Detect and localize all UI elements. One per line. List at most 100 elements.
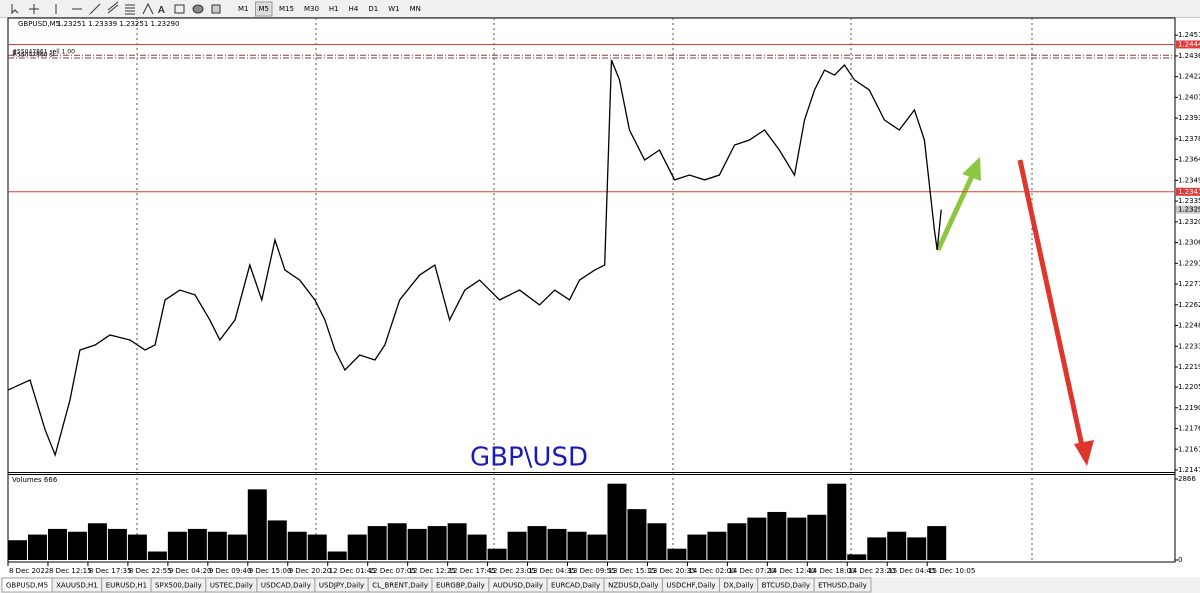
y-tick-label: 1.23785 [1178,135,1200,143]
timeframe-button[interactable]: H1 [329,5,339,13]
tab-label[interactable]: AUDUSD,Daily [493,582,543,590]
level-label: 1.23290 [1178,206,1200,214]
fibo-icon[interactable] [125,4,135,15]
pitchfork-icon[interactable] [142,2,154,15]
x-tick-label: 14 Dec 07:20 [728,567,775,575]
x-tick-label: 13 Dec 15:15 [608,567,655,575]
volume-bar [587,534,607,560]
timeframe-button[interactable]: M1 [238,5,249,13]
volume-bar [387,523,407,560]
volume-bar [287,531,307,560]
green-arrow [935,174,975,252]
timeframe-button[interactable]: W1 [388,5,399,13]
y-tick-label: 1.22050 [1178,383,1200,391]
toolbar [0,0,1200,18]
timeframe-button[interactable]: M30 [304,5,319,13]
timeframe-button[interactable]: D1 [368,5,378,13]
y-tick-label: 1.22190 [1178,363,1200,371]
y-tick-label: 1.23060 [1178,239,1200,247]
volume-bar [8,540,27,560]
channel-icon[interactable] [107,1,119,14]
order-label: #55047861 sell 1.00 [12,49,75,56]
timeframe-button[interactable]: M15 [279,5,294,13]
text-icon[interactable]: A [158,5,165,16]
y-tick-label: 1.22480 [1178,322,1200,330]
volume-bar [407,528,427,560]
x-tick-label: 14 Dec 23:20 [848,567,895,575]
timeframe-button[interactable]: H4 [349,5,359,13]
shapes-icon[interactable] [211,4,221,14]
volume-bar [447,523,467,560]
volume-bar [767,511,787,560]
tab-label[interactable]: EURGBP,Daily [436,582,485,590]
timeframe-active [255,1,273,17]
level-box [1176,205,1200,214]
volume-bar [567,531,587,560]
y-tick-label: 1.21615 [1178,445,1200,453]
green-arrowhead [962,157,981,181]
y-tick-label: 1.22335 [1178,342,1200,350]
volume-bar [847,554,867,560]
y-tick-label: 1.22915 [1178,259,1200,267]
tab-label[interactable]: CL_BRENT,Daily [372,582,428,590]
tab-label[interactable]: DX,Daily [724,582,754,590]
volume-bar [627,509,647,560]
crosshair-icon[interactable] [29,4,39,14]
volume-bar [167,531,187,560]
volume-bar [67,531,87,560]
timeframe-button[interactable]: MN [410,5,421,13]
volume-bar [547,528,567,560]
trendline-icon[interactable] [89,3,101,15]
tab-label[interactable]: USDCAD,Daily [261,582,311,590]
volume-bar [347,534,367,560]
y-tick-label: 1.21470 [1178,466,1200,474]
volume-bar [107,528,127,560]
tab[interactable] [813,577,872,593]
volume-bar [47,528,67,560]
x-tick-label: 14 Dec 12:40 [768,567,815,575]
x-tick-label: 9 Dec 20:20 [289,567,332,575]
ellipse-icon[interactable] [192,4,204,14]
tab-label[interactable]: EURCAD,Daily [551,582,600,590]
tab-label[interactable]: ETHUSD,Daily [818,582,867,590]
volume-bar [787,517,807,560]
chart-frame [7,17,1176,563]
x-tick-label: 13 Dec 09:55 [569,567,616,575]
level-label: 1.23415 [1178,188,1200,196]
tab-label[interactable]: GBPUSD,M5 [6,582,48,590]
volume-tick-label: 0 [1178,556,1182,564]
tab-label[interactable]: SPX500,Daily [155,582,202,590]
tab-label[interactable]: USTEC,Daily [210,582,253,590]
chart-title: GBPUSD,M5 [18,20,60,28]
y-tick-label: 1.24510 [1178,31,1200,39]
tab-label[interactable]: EURUSD,H1 [106,582,147,590]
volume-bar [647,523,667,560]
volume-bar [307,534,327,560]
tab-label[interactable]: NZDUSD,Daily [608,582,658,590]
tab-label[interactable]: USDCHF,Daily [666,582,715,590]
tab-label[interactable]: USDJPY,Daily [319,582,364,590]
volume-label: Volumes 666 [12,476,58,484]
price-line [7,59,942,458]
volume-bar [367,526,387,560]
x-tick-label: 12 Dec 07:05 [369,567,416,575]
ohlc: 1.23251 1.23339 1.23251 1.23290 [57,20,179,28]
tab-label[interactable]: BTCUSD,Daily [762,582,810,590]
rect-icon[interactable] [174,4,185,14]
red-arrowhead [1074,440,1094,466]
x-tick-label: 12 Dec 01:45 [329,567,376,575]
volume-bar [87,523,107,560]
y-tick-label: 1.24220 [1178,73,1200,81]
volume-bar [227,534,247,560]
tab-label[interactable]: XAUUSD,H1 [56,582,98,590]
volume-bar [827,483,847,560]
volume-bar [867,537,887,560]
volume-bar [187,528,207,560]
y-tick-label: 1.23930 [1178,114,1200,122]
x-tick-label: 13 Dec 20:35 [648,567,695,575]
volume-bar [727,523,747,560]
timeframe-button[interactable]: M5 [259,5,270,13]
volume-bar [927,526,947,560]
cursor-icon[interactable] [11,4,19,15]
